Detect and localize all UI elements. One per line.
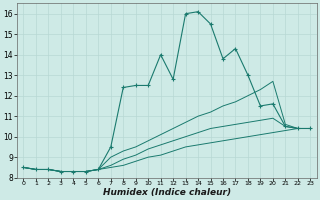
X-axis label: Humidex (Indice chaleur): Humidex (Indice chaleur) (103, 188, 231, 197)
